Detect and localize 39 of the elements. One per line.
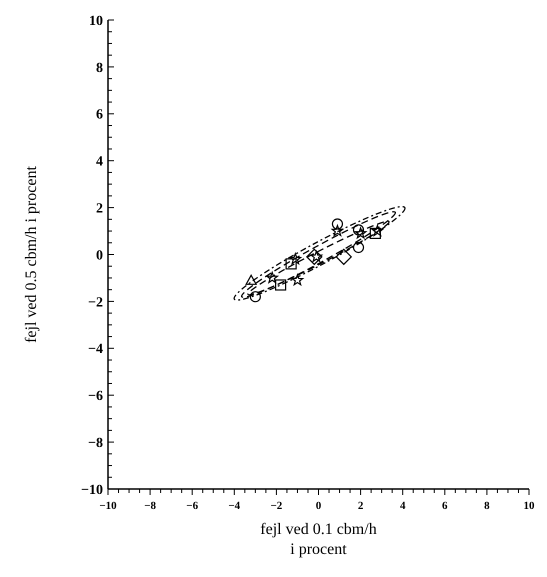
x-tick-label: 2 xyxy=(358,500,364,512)
y-tick-label: −6 xyxy=(88,389,103,404)
y-tick-label: −4 xyxy=(88,342,103,358)
y-tick-label: 6 xyxy=(96,108,103,123)
point xyxy=(275,279,286,291)
point xyxy=(246,274,257,285)
x-tick-label: −2 xyxy=(270,500,283,512)
x-tick-label: 4 xyxy=(400,500,406,512)
x-tick-label: −6 xyxy=(186,500,199,512)
x-tick-label: 10 xyxy=(524,500,535,512)
x-tick-label: −4 xyxy=(228,500,241,512)
y-tick-label: 2 xyxy=(96,202,103,216)
y-tick-label: 8 xyxy=(96,60,103,76)
x-tick-label: 8 xyxy=(484,500,490,512)
y-tick-label: 10 xyxy=(89,14,103,29)
point xyxy=(290,253,302,264)
y-tick-label: 0 xyxy=(96,248,103,264)
point xyxy=(336,248,352,265)
point xyxy=(352,224,364,236)
point xyxy=(354,227,366,238)
point xyxy=(286,258,297,270)
point xyxy=(352,242,364,254)
x-tick-label: −8 xyxy=(144,500,156,512)
point xyxy=(370,228,381,239)
y-tick-label: 4 xyxy=(96,154,103,170)
x-axis-title: fejl ved 0.1 cbm/h i procent xyxy=(260,521,377,558)
x-tick-label: 6 xyxy=(442,500,448,512)
point xyxy=(292,274,304,286)
y-tick-label: −10 xyxy=(81,482,103,498)
point xyxy=(332,224,344,236)
x-tick-label: 0 xyxy=(316,500,322,512)
y-tick-label: −2 xyxy=(88,295,103,310)
point xyxy=(332,218,344,230)
point xyxy=(266,272,278,283)
point xyxy=(372,224,384,236)
y-tick-label: −8 xyxy=(88,436,103,451)
point xyxy=(306,248,322,265)
y-axis-title: fejl ved 0.5 cbm/h i procent xyxy=(23,166,40,343)
point xyxy=(250,291,261,302)
